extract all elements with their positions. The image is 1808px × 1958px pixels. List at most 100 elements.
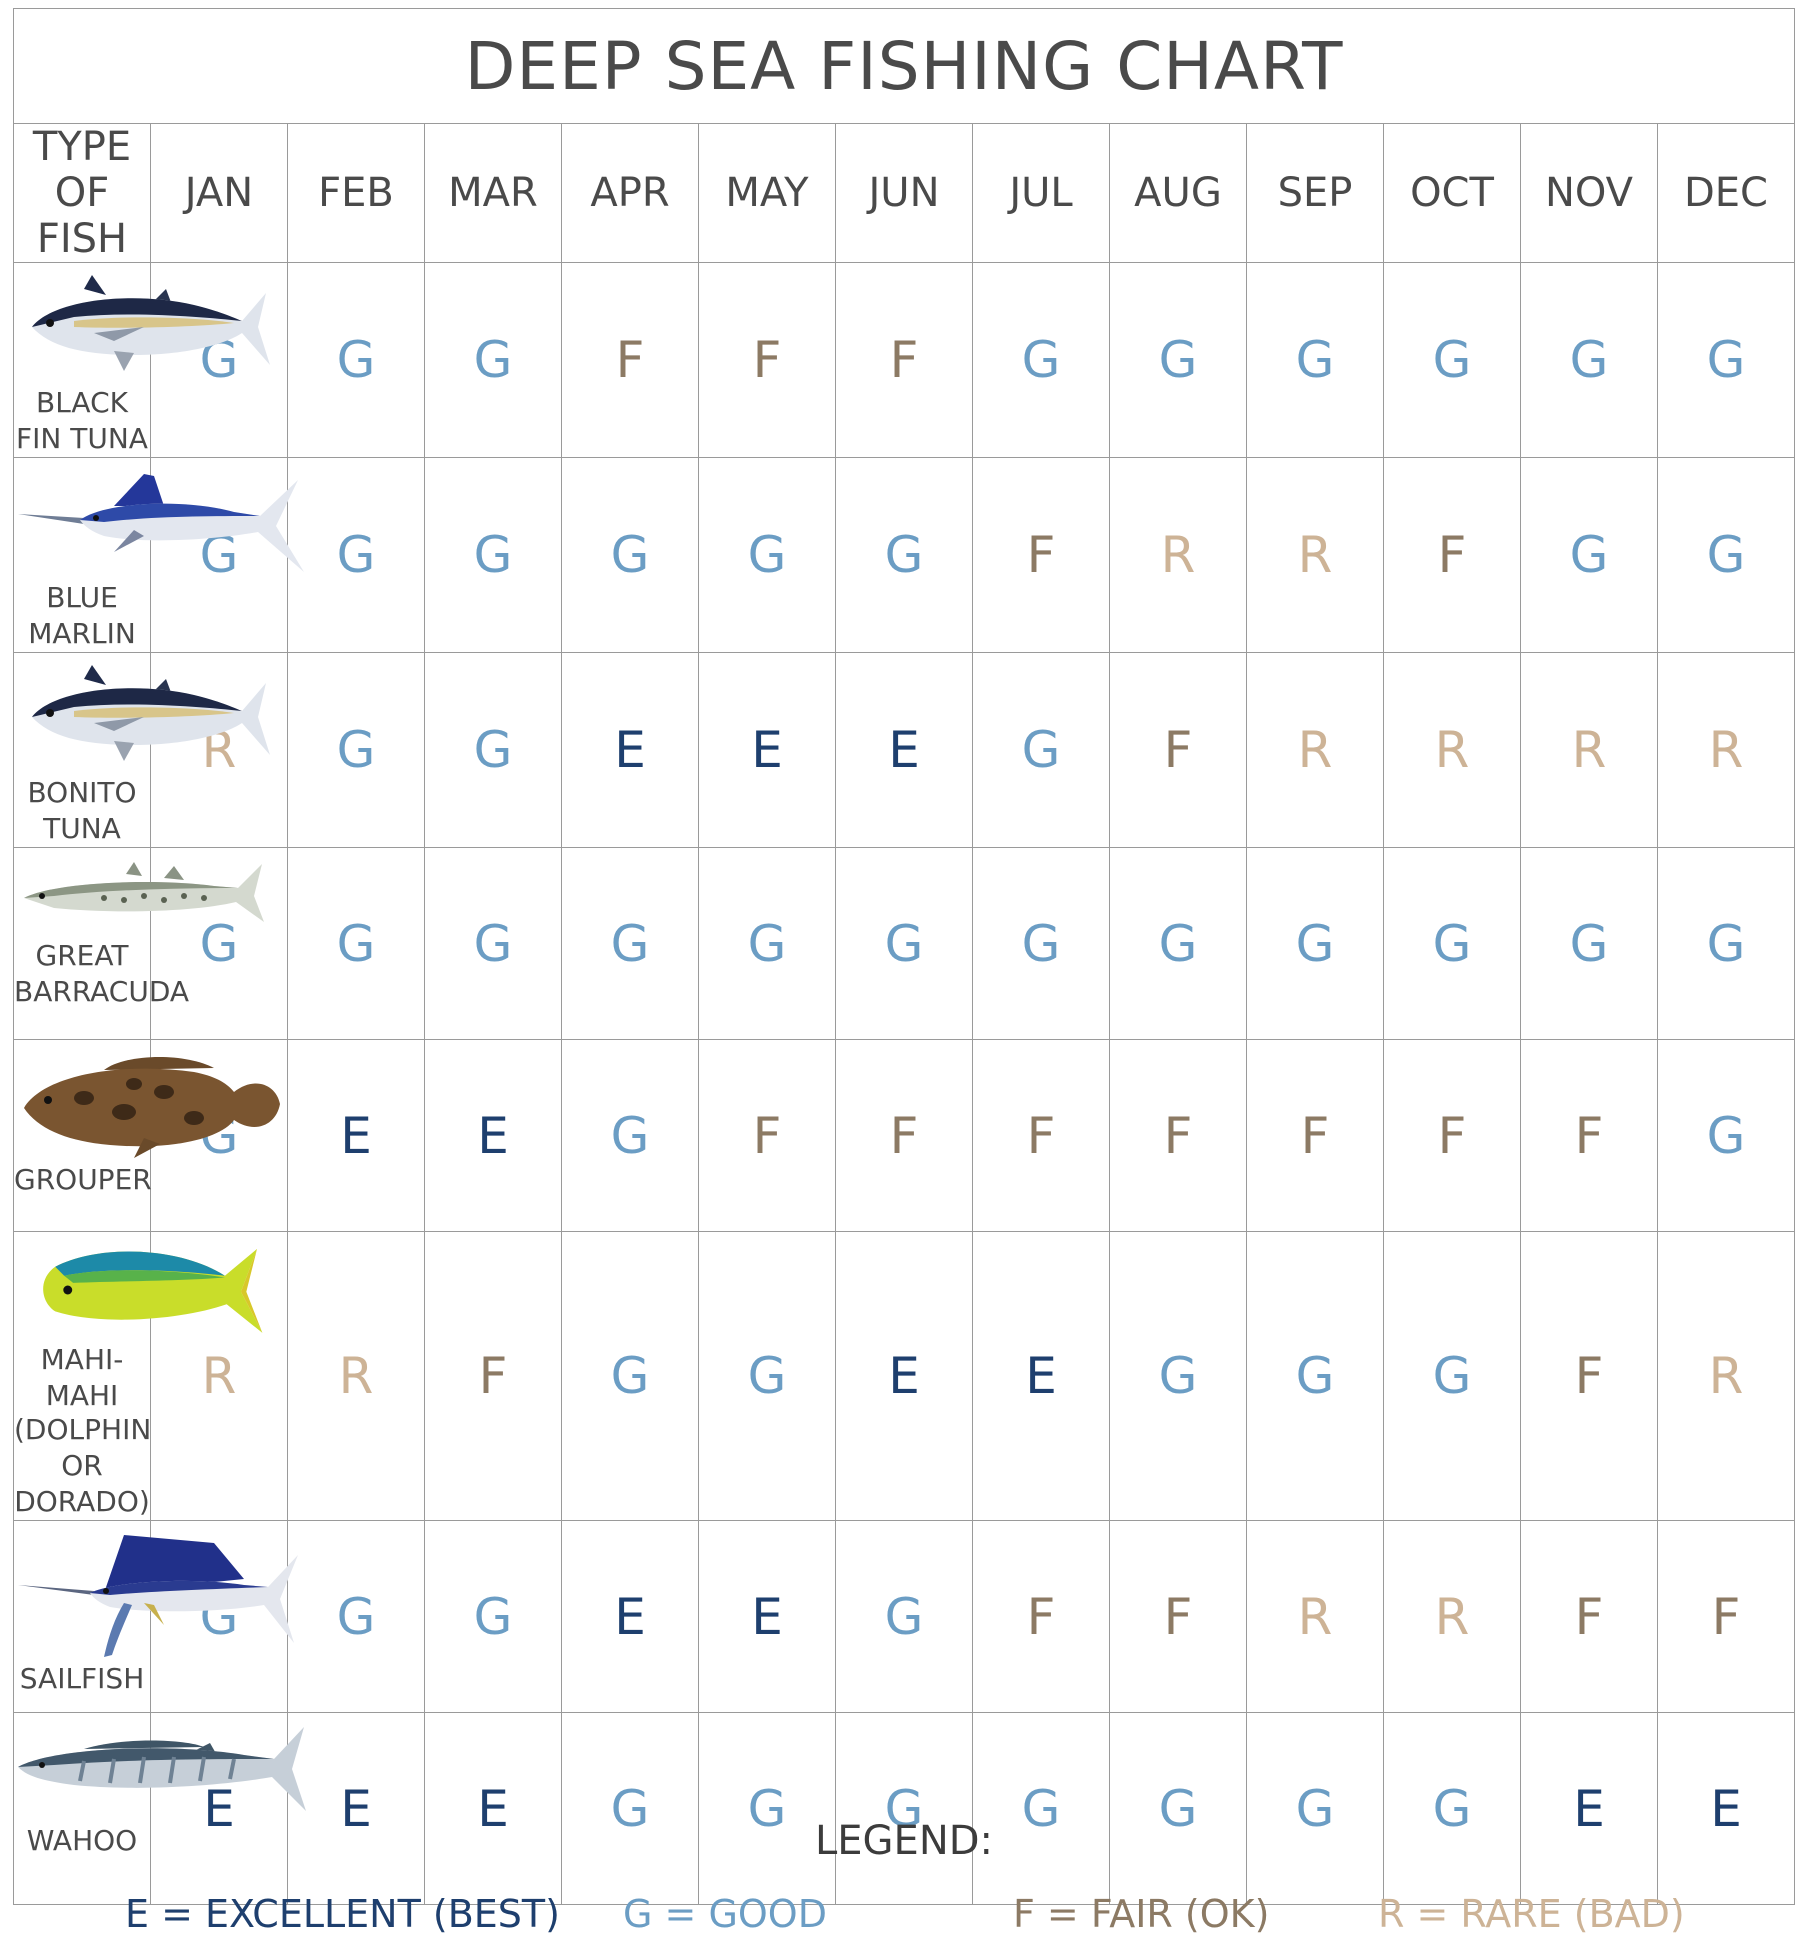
rating-cell: E bbox=[561, 652, 699, 848]
rating-cell: G bbox=[835, 1712, 973, 1905]
rating-cell: F bbox=[698, 262, 836, 458]
rating-cell: G bbox=[561, 847, 699, 1040]
fishing-chart-table: DEEP SEA FISHING CHART TYPE OF FISH JAN F… bbox=[13, 8, 1795, 1905]
rating-cell: G bbox=[561, 1231, 699, 1521]
header-row: TYPE OF FISH JAN FEB MAR APR MAY JUN JUL AUG SEP… bbox=[13, 123, 1795, 263]
rating-cell: G bbox=[1109, 1712, 1247, 1905]
rating-cell: F bbox=[1520, 1039, 1658, 1232]
rating-cell: G bbox=[1657, 457, 1795, 653]
fish-name: GREAT BARRACUDA bbox=[14, 939, 190, 1008]
month-header: MAR bbox=[424, 123, 562, 263]
fish-cell: GREAT BARRACUDA bbox=[13, 847, 264, 1040]
rating-cell: G bbox=[1246, 1712, 1384, 1905]
rating-cell: E bbox=[835, 652, 973, 848]
blue-marlin-icon bbox=[14, 466, 304, 578]
rating-cell: G bbox=[424, 262, 562, 458]
rating-cell: F bbox=[972, 1039, 1110, 1232]
rating-cell: F bbox=[1109, 1039, 1247, 1232]
fish-name: WAHOO bbox=[26, 1824, 138, 1857]
rating-cell: G bbox=[287, 1520, 425, 1713]
rating-cell: G bbox=[561, 1712, 699, 1905]
rating-cell: G bbox=[150, 847, 288, 1040]
rating-cell: F bbox=[1520, 1231, 1658, 1521]
chart-title: DEEP SEA FISHING CHART bbox=[13, 8, 1795, 124]
great-barracuda-icon bbox=[14, 856, 264, 936]
fish-cell: BLACK FIN TUNA bbox=[13, 262, 270, 458]
rating-cell: E bbox=[698, 652, 836, 848]
rating-cell: G bbox=[1520, 262, 1658, 458]
fish-name: SAILFISH bbox=[19, 1662, 145, 1695]
rating-cell: F bbox=[972, 457, 1110, 653]
rating-cell: F bbox=[1109, 1520, 1247, 1713]
legend-title: LEGEND: bbox=[814, 1818, 994, 1864]
rating-cell: G bbox=[1109, 847, 1247, 1040]
rating-cell: E bbox=[698, 1520, 836, 1713]
wahoo-icon bbox=[14, 1721, 306, 1821]
rating-cell: G bbox=[1109, 1231, 1247, 1521]
rating-cell: G bbox=[1520, 457, 1658, 653]
rating-cell: G bbox=[287, 652, 425, 848]
month-header: DEC bbox=[1657, 123, 1795, 263]
rating-cell: F bbox=[698, 1039, 836, 1232]
rating-cell: R bbox=[1520, 652, 1658, 848]
rating-cell: G bbox=[835, 1520, 973, 1713]
legend-good: G = GOOD bbox=[623, 1892, 827, 1936]
month-header: APR bbox=[561, 123, 699, 263]
rating-cell: R bbox=[1383, 1520, 1521, 1713]
rating-cell: R bbox=[287, 1231, 425, 1521]
fish-cell: WAHOO bbox=[13, 1712, 306, 1905]
rating-cell: E bbox=[287, 1039, 425, 1232]
rating-cell: F bbox=[1383, 1039, 1521, 1232]
rating-cell: F bbox=[835, 262, 973, 458]
rating-cell: G bbox=[561, 457, 699, 653]
month-header: AUG bbox=[1109, 123, 1247, 263]
rating-cell: G bbox=[698, 1231, 836, 1521]
month-header: SEP bbox=[1246, 123, 1384, 263]
rating-cell: E bbox=[424, 1039, 562, 1232]
rating-cell: G bbox=[972, 652, 1110, 848]
rating-cell: E bbox=[561, 1520, 699, 1713]
rating-cell: G bbox=[972, 1712, 1110, 1905]
bonito-tuna-icon bbox=[14, 661, 270, 773]
rating-cell: G bbox=[698, 1712, 836, 1905]
month-header: JUL bbox=[972, 123, 1110, 263]
rating-cell: G bbox=[287, 457, 425, 653]
fish-name: BONITO TUNA bbox=[27, 776, 137, 845]
month-header: JUN bbox=[835, 123, 973, 263]
fish-row: MAHI-MAHI (DOLPHIN OR DORADO) R R F G G E E G G G F R bbox=[13, 1231, 1795, 1521]
legend-rare: R = RARE (BAD) bbox=[1378, 1892, 1685, 1936]
rating-cell: R bbox=[1246, 652, 1384, 848]
fish-row: BLACK FIN TUNA G G G F F F G G G G G G bbox=[13, 262, 1795, 458]
rating-cell: G bbox=[1657, 1039, 1795, 1232]
month-header: JAN bbox=[150, 123, 288, 263]
mahi-mahi-icon bbox=[14, 1240, 263, 1340]
rating-cell: E bbox=[287, 1712, 425, 1905]
rating-cell: G bbox=[1246, 847, 1384, 1040]
fish-cell: GROUPER bbox=[13, 1039, 280, 1232]
legend-fair: F = FAIR (OK) bbox=[1013, 1892, 1270, 1936]
rating-cell: R bbox=[1246, 1520, 1384, 1713]
fish-cell: BONITO TUNA bbox=[13, 652, 270, 848]
fish-cell: BLUE MARLIN bbox=[13, 457, 304, 653]
rating-cell: F bbox=[1383, 457, 1521, 653]
type-of-fish-header: TYPE OF FISH bbox=[13, 123, 151, 263]
rating-cell: G bbox=[1383, 1712, 1521, 1905]
fish-row: SAILFISH G G G E E G F F R R F F bbox=[13, 1520, 1795, 1713]
rating-cell: G bbox=[561, 1039, 699, 1232]
rating-cell: G bbox=[835, 847, 973, 1040]
rating-cell: G bbox=[424, 457, 562, 653]
rating-cell: R bbox=[1109, 457, 1247, 653]
rating-cell: G bbox=[972, 262, 1110, 458]
rating-cell: G bbox=[1383, 1231, 1521, 1521]
rating-cell: G bbox=[1657, 262, 1795, 458]
rating-cell: E bbox=[972, 1231, 1110, 1521]
fish-cell: MAHI-MAHI (DOLPHIN OR DORADO) bbox=[13, 1231, 263, 1521]
rating-cell: E bbox=[1520, 1712, 1658, 1905]
fish-row: BLUE MARLIN G G G G G G F R R F G G bbox=[13, 457, 1795, 653]
rating-cell: G bbox=[698, 847, 836, 1040]
fish-name: BLUE MARLIN bbox=[28, 581, 136, 650]
rating-cell: G bbox=[1383, 262, 1521, 458]
rating-cell: G bbox=[1520, 847, 1658, 1040]
fish-row: GREAT BARRACUDA G G G G G G G G G G G G bbox=[13, 847, 1795, 1040]
rating-cell: E bbox=[1657, 1712, 1795, 1905]
